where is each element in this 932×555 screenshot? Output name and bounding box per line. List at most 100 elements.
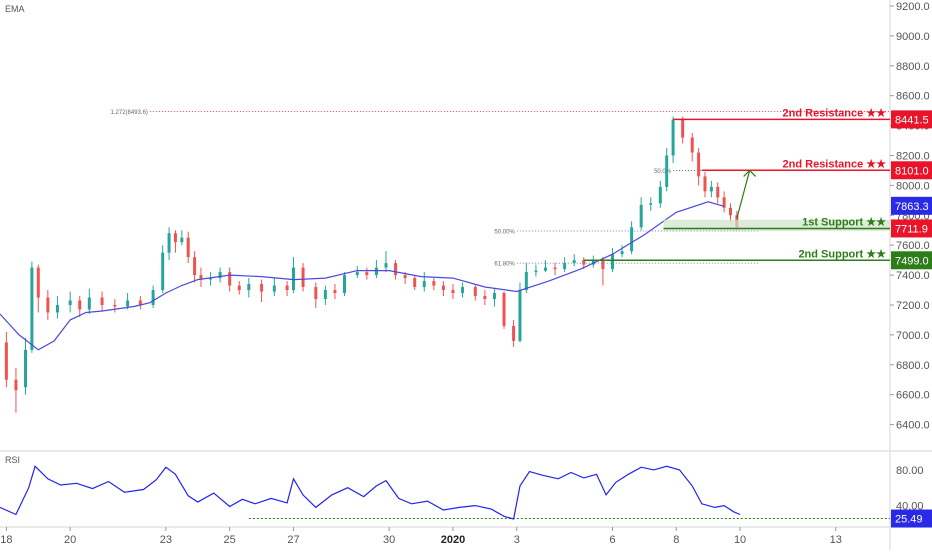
rsi-line bbox=[0, 465, 741, 520]
rsi-value-tag-bg bbox=[891, 509, 932, 528]
candle-body-63 bbox=[610, 254, 614, 270]
candle-body-20 bbox=[193, 257, 197, 276]
level-label-2: 1st Support ★★ bbox=[802, 216, 886, 228]
y-tick-label: 8800.0 bbox=[896, 61, 930, 73]
y-tick-label: 6600.0 bbox=[896, 390, 930, 402]
level-label-3: 2nd Support ★★ bbox=[798, 248, 886, 260]
candle-body-2 bbox=[24, 349, 28, 388]
level-price-tag-0: 8441.5 bbox=[895, 114, 929, 126]
candle-body-18 bbox=[180, 237, 184, 243]
candle-body-19 bbox=[186, 237, 190, 258]
rsi-axis-label: 40.00 bbox=[896, 501, 924, 513]
candle-body-50 bbox=[492, 293, 496, 300]
candle-body-16 bbox=[167, 233, 171, 253]
candle-body-1 bbox=[14, 379, 18, 391]
y-tick-label: 6400.0 bbox=[896, 420, 930, 432]
candle-body-64 bbox=[620, 251, 624, 255]
candle-body-21 bbox=[199, 275, 203, 280]
fib-label: 50.0% bbox=[654, 169, 672, 175]
ema-price-tag-bg bbox=[891, 196, 932, 215]
y-tick-label: 7600.0 bbox=[896, 240, 930, 252]
candle-body-47 bbox=[461, 287, 465, 294]
y-tick-label: 8600.0 bbox=[896, 91, 930, 103]
candle-body-43 bbox=[422, 281, 426, 288]
ema-line bbox=[0, 201, 725, 351]
x-tick-label: 13 bbox=[830, 534, 842, 546]
candle-body-54 bbox=[524, 272, 528, 291]
candle-body-17 bbox=[173, 233, 177, 243]
candle-body-52 bbox=[512, 325, 516, 341]
candle-body-6 bbox=[55, 304, 59, 313]
x-tick-label: 18 bbox=[0, 534, 12, 546]
candle-body-15 bbox=[161, 252, 165, 291]
rsi-value-tag: 25.49 bbox=[895, 514, 923, 526]
level-price-tag-3-bg bbox=[891, 251, 932, 270]
candle-body-66 bbox=[639, 204, 643, 228]
rsi-axis-label: 80.00 bbox=[896, 465, 924, 477]
candle-body-10 bbox=[100, 297, 104, 305]
x-tick-label: 20 bbox=[64, 534, 76, 546]
candle-body-27 bbox=[260, 284, 264, 292]
candle-body-78 bbox=[729, 207, 733, 216]
candle-body-14 bbox=[151, 290, 155, 305]
fib-label: 1.272(8493.6) bbox=[111, 110, 148, 116]
bounce-arrow-head bbox=[743, 169, 757, 177]
x-tick-label: 23 bbox=[160, 534, 172, 546]
candle-body-68 bbox=[658, 186, 662, 204]
candle-body-71 bbox=[681, 119, 685, 138]
candle-body-69 bbox=[665, 155, 669, 187]
candle-body-46 bbox=[451, 290, 455, 294]
candle-body-48 bbox=[473, 287, 477, 297]
y-tick-label: 8000.0 bbox=[896, 180, 930, 192]
candle-body-59 bbox=[572, 260, 576, 264]
candle-body-70 bbox=[671, 119, 675, 156]
candle-body-28 bbox=[272, 285, 276, 292]
y-tick-label: 7000.0 bbox=[896, 330, 930, 342]
candle-body-26 bbox=[247, 284, 251, 291]
candle-body-35 bbox=[343, 275, 347, 294]
level-price-tag-0-bg bbox=[891, 110, 932, 129]
candle-body-11 bbox=[113, 304, 117, 307]
x-tick-label: 6 bbox=[609, 534, 615, 546]
candle-body-53 bbox=[518, 290, 522, 341]
x-tick-label: 30 bbox=[383, 534, 395, 546]
candle-body-31 bbox=[301, 267, 305, 288]
candle-body-61 bbox=[591, 260, 595, 265]
candle-body-3 bbox=[30, 267, 34, 350]
y-tick-label: 7200.0 bbox=[896, 300, 930, 312]
last-price-tag: 7711.9 bbox=[895, 223, 928, 235]
candle-body-36 bbox=[355, 272, 359, 276]
rsi-label: RSI bbox=[5, 455, 20, 465]
candle-body-58 bbox=[563, 263, 567, 270]
candle-body-60 bbox=[582, 260, 586, 265]
candle-body-44 bbox=[432, 281, 436, 286]
fib-label: 50.00% bbox=[494, 229, 515, 235]
candle-body-9 bbox=[87, 297, 91, 310]
candle-body-62 bbox=[601, 260, 605, 270]
last-price-tag-bg bbox=[891, 219, 932, 238]
candle-body-57 bbox=[553, 267, 557, 270]
candle-body-13 bbox=[138, 300, 142, 305]
level-label-1: 2nd Resistance ★★ bbox=[783, 158, 887, 170]
candle-body-40 bbox=[394, 263, 398, 276]
level-price-tag-1-bg bbox=[891, 161, 932, 180]
support-zone bbox=[663, 219, 890, 231]
bounce-arrow-shaft bbox=[736, 170, 751, 219]
y-tick-label: 9000.0 bbox=[896, 31, 930, 43]
candle-body-0 bbox=[4, 342, 8, 380]
x-tick-label: 25 bbox=[224, 534, 236, 546]
annotations: 2nd Resistance ★★ 2nd Resistance ★★ 1st Su… bbox=[583, 107, 890, 262]
y-tick-label: 8200.0 bbox=[896, 150, 930, 162]
candle-body-33 bbox=[323, 290, 327, 300]
candle-body-5 bbox=[46, 297, 50, 313]
candle-body-34 bbox=[333, 290, 337, 294]
level-price-tag-1: 8101.0 bbox=[895, 165, 929, 177]
candle-body-42 bbox=[413, 278, 417, 288]
candle-body-76 bbox=[716, 186, 720, 198]
ema-price-tag: 7863.3 bbox=[895, 201, 929, 213]
candle-body-7 bbox=[68, 300, 72, 305]
